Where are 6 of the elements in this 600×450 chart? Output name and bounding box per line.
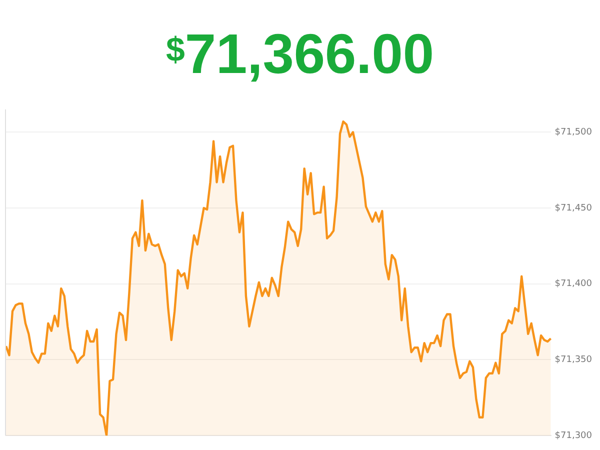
y-tick-label: $71,350: [554, 355, 592, 366]
y-tick-label: $71,400: [554, 279, 592, 290]
y-tick-label: $71,450: [554, 203, 592, 214]
chart-title: $71,366.00: [164, 21, 436, 87]
y-tick-label: $71,500: [554, 128, 592, 138]
y-tick-label: $71,300: [554, 430, 592, 441]
